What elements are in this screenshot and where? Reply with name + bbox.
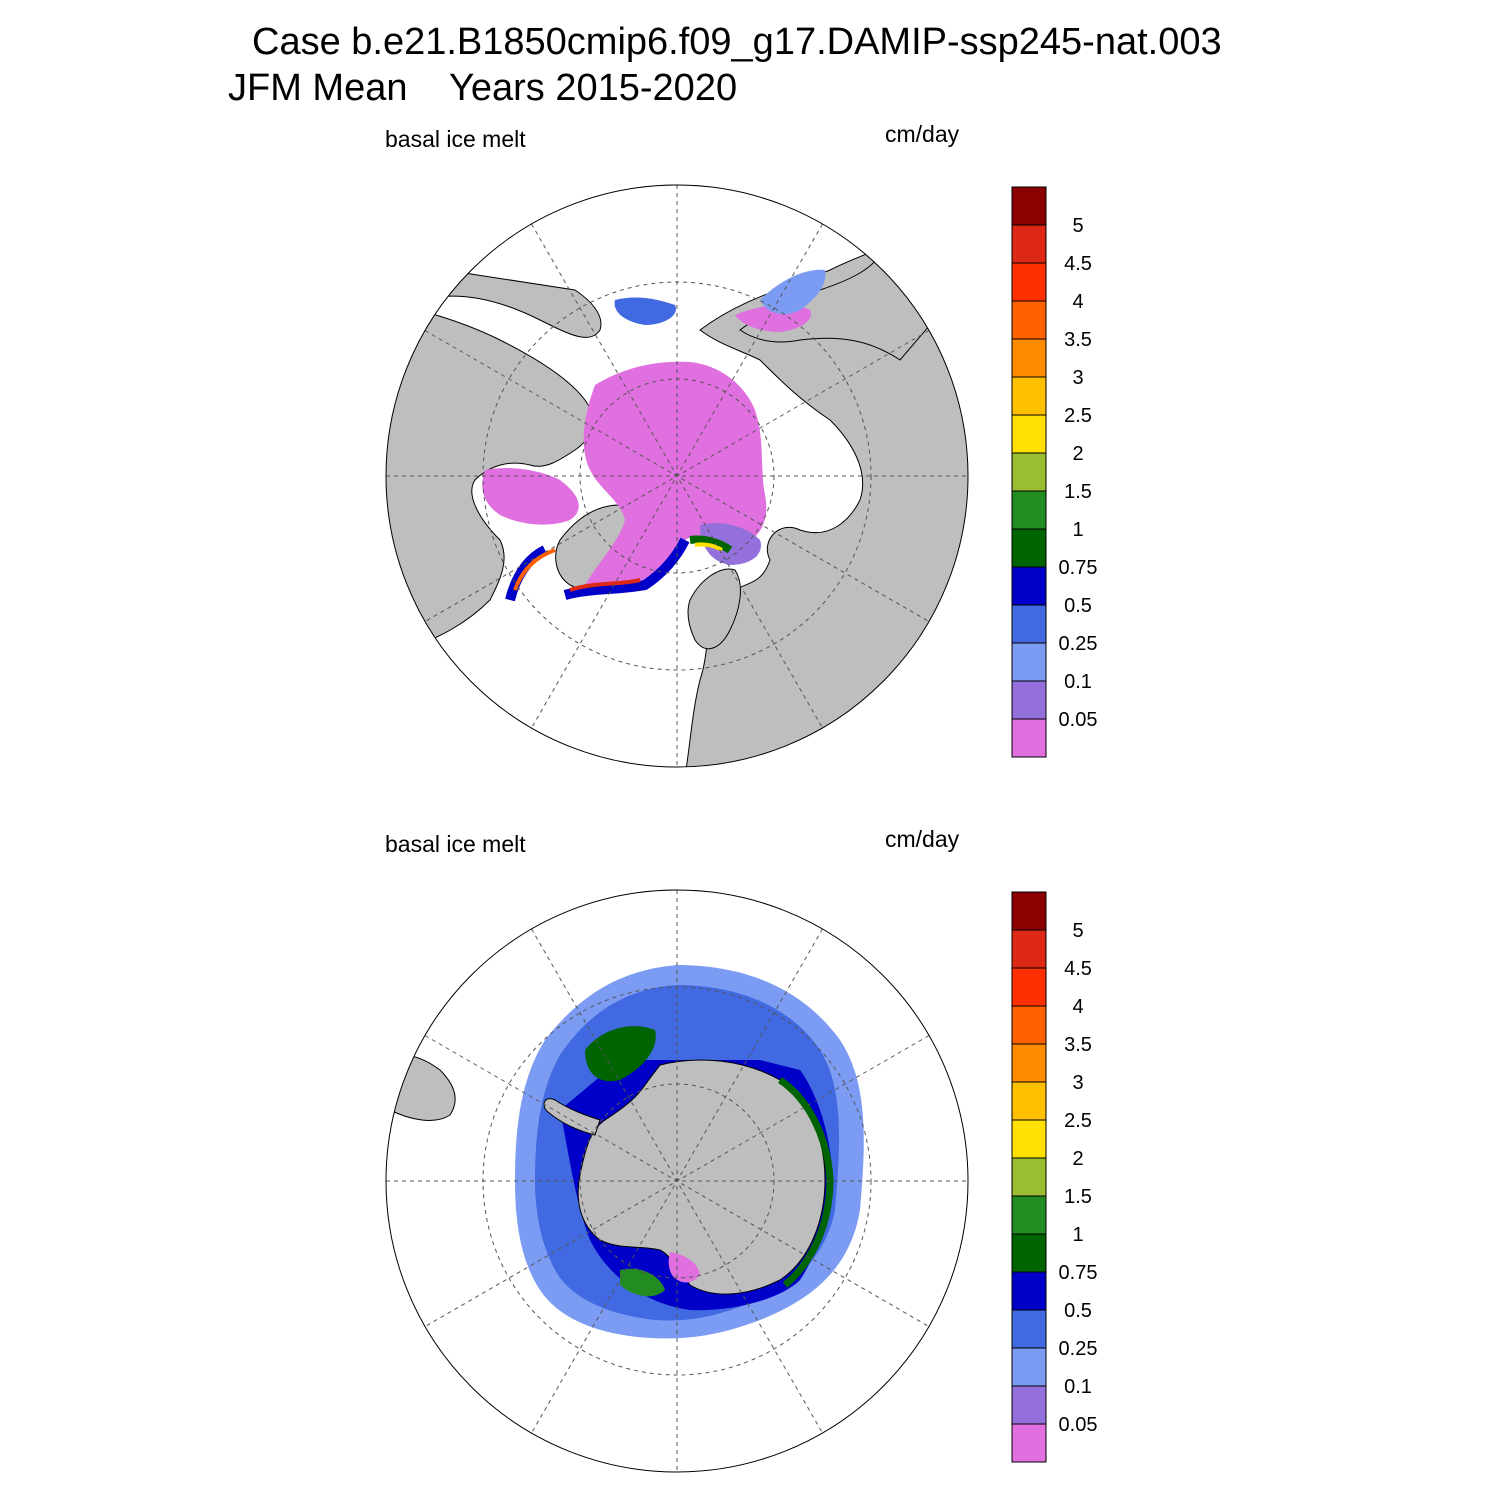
north-ice-barents-margin xyxy=(700,523,761,565)
south-colorbar-tick-label: 2.5 xyxy=(1064,1110,1092,1132)
north-colorbar-box xyxy=(1011,186,1047,226)
south-colorbar-box xyxy=(1011,1081,1047,1121)
north-ice-hudson-bay xyxy=(482,468,579,525)
south-colorbar-box xyxy=(1011,891,1047,931)
north-colorbar-tick-label: 1.5 xyxy=(1064,481,1092,503)
south-colorbar-box xyxy=(1011,967,1047,1007)
north-colorbar-box xyxy=(1011,566,1047,606)
south-colorbar-tick-label: 3.5 xyxy=(1064,1034,1092,1056)
south-colorbar-box xyxy=(1011,1005,1047,1045)
north-colorbar-box xyxy=(1011,718,1047,758)
south-colorbar-box xyxy=(1011,929,1047,969)
north-colorbar-tick-label: 0.5 xyxy=(1064,595,1092,617)
north-colorbar-tick-label: 2.5 xyxy=(1064,405,1092,427)
north-colorbar-tick-label: 4 xyxy=(1072,291,1083,313)
north-colorbar-tick-label: 5 xyxy=(1072,215,1083,237)
south-colorbar-tick-label: 0.25 xyxy=(1059,1338,1098,1360)
north-panel-units-label: cm/day xyxy=(885,121,960,147)
north-colorbar-box xyxy=(1011,528,1047,568)
south-land-antarctic-peninsula xyxy=(543,1098,601,1136)
north-graticule xyxy=(386,185,968,767)
south-polar-map xyxy=(385,889,969,1473)
south-colorbar-box xyxy=(1011,1043,1047,1083)
north-land-north-america xyxy=(386,299,593,651)
south-panel-units-label: cm/day xyxy=(885,826,960,852)
north-ice-edge-greenland-sea-warm xyxy=(569,578,641,592)
north-ice-bering-blue xyxy=(614,297,676,325)
north-colorbar-tick-label: 3.5 xyxy=(1064,329,1092,351)
north-ice-edge-labrador-warm xyxy=(513,548,556,591)
north-colorbar-tick-label: 0.25 xyxy=(1059,633,1098,655)
south-colorbar-box xyxy=(1011,1233,1047,1273)
south-colorbar-box xyxy=(1011,1271,1047,1311)
north-colorbar-box xyxy=(1011,680,1047,720)
north-colorbar-box xyxy=(1011,604,1047,644)
north-ice-edge-labrador xyxy=(505,545,548,602)
south-colorbar-box xyxy=(1011,1195,1047,1235)
north-colorbar: 0.05 0.1 0.25 0.5 0.75 1 1.5 2 2.5 3 3.5 4 4.5 5 xyxy=(1011,186,1098,758)
north-panel-variable-label: basal ice melt xyxy=(385,126,526,152)
south-colorbar-tick-label: 4.5 xyxy=(1064,958,1092,980)
south-colorbar-box xyxy=(1011,1157,1047,1197)
south-colorbar-tick-label: 5 xyxy=(1072,920,1083,942)
south-graticule xyxy=(386,890,968,1472)
south-colorbar-tick-label: 0.05 xyxy=(1059,1414,1098,1436)
title-case: Case b.e21.B1850cmip6.f09_g17.DAMIP-ssp2… xyxy=(252,21,1222,63)
north-colorbar-box xyxy=(1011,414,1047,454)
north-colorbar-box xyxy=(1011,338,1047,378)
south-colorbar-tick-label: 1.5 xyxy=(1064,1186,1092,1208)
south-colorbar-tick-label: 4 xyxy=(1072,996,1083,1018)
south-colorbar-tick-label: 2 xyxy=(1072,1148,1083,1170)
north-colorbar-tick-label: 0.05 xyxy=(1059,709,1098,731)
north-colorbar-tick-label: 4.5 xyxy=(1064,253,1092,275)
south-colorbar-box xyxy=(1011,1309,1047,1349)
north-colorbar-box xyxy=(1011,452,1047,492)
south-colorbar-tick-label: 3 xyxy=(1072,1072,1083,1094)
south-colorbar-box xyxy=(1011,1423,1047,1463)
north-polar-map xyxy=(385,184,969,768)
north-land-scandinavia xyxy=(687,568,741,650)
south-colorbar-box xyxy=(1011,1119,1047,1159)
south-colorbar: 0.05 0.1 0.25 0.5 0.75 1 1.5 2 2.5 3 3.5 4 4.5 5 xyxy=(1011,891,1098,1463)
south-colorbar-box xyxy=(1011,1347,1047,1387)
south-ice-green-ross xyxy=(620,1268,665,1297)
south-ice-green-weddell xyxy=(585,1026,656,1082)
south-colorbar-tick-label: 1 xyxy=(1072,1224,1083,1246)
south-colorbar-tick-label: 0.5 xyxy=(1064,1300,1092,1322)
south-ice-coastal-green xyxy=(777,1077,834,1288)
south-colorbar-tick-label: 0.75 xyxy=(1059,1262,1098,1284)
south-colorbar-tick-label: 0.1 xyxy=(1064,1376,1092,1398)
north-colorbar-box xyxy=(1011,224,1047,264)
north-colorbar-tick-label: 3 xyxy=(1072,367,1083,389)
north-colorbar-tick-label: 2 xyxy=(1072,443,1083,465)
north-ice-edge-barents xyxy=(689,535,733,554)
north-colorbar-box xyxy=(1011,262,1047,302)
north-colorbar-box xyxy=(1011,490,1047,530)
north-colorbar-box xyxy=(1011,300,1047,340)
north-colorbar-box xyxy=(1011,642,1047,682)
south-colorbar-box xyxy=(1011,1385,1047,1425)
south-panel-variable-label: basal ice melt xyxy=(385,831,526,857)
north-colorbar-tick-label: 1 xyxy=(1072,519,1083,541)
title-period: JFM Mean Years 2015-2020 xyxy=(228,67,738,109)
north-colorbar-box xyxy=(1011,376,1047,416)
north-ice-edge-greenland-sea xyxy=(563,537,690,600)
north-colorbar-tick-label: 0.1 xyxy=(1064,671,1092,693)
north-ice-edge-barents-warm xyxy=(694,542,723,552)
north-colorbar-tick-label: 0.75 xyxy=(1059,557,1098,579)
